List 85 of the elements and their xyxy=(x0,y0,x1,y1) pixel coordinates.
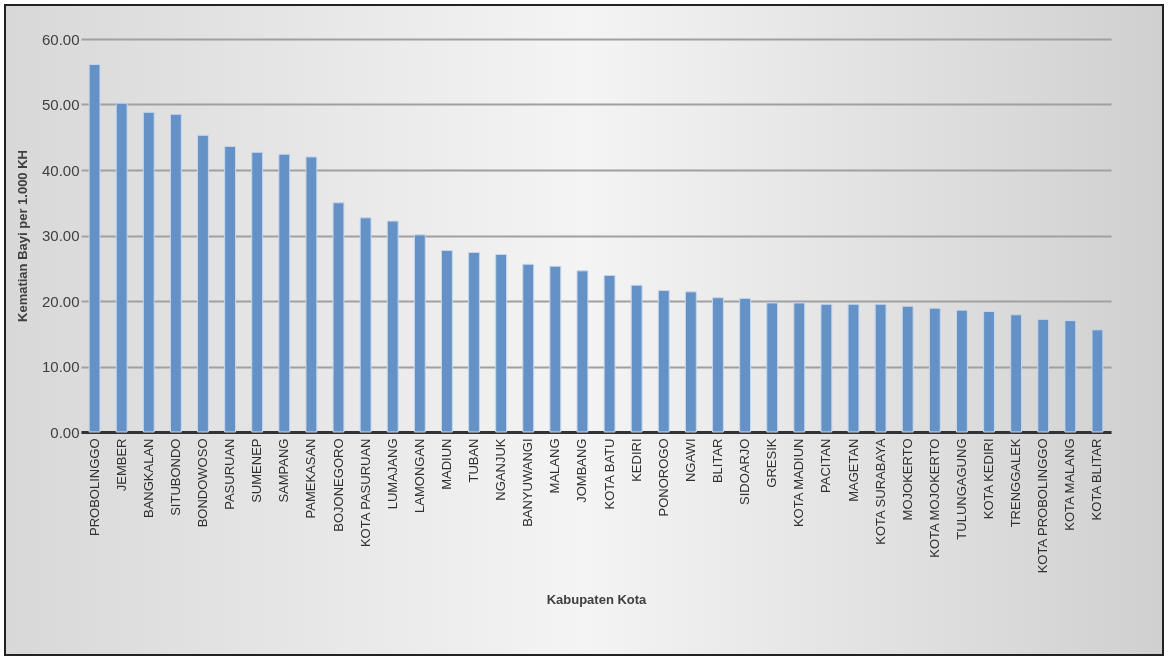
x-tick-label: SIDOARJO xyxy=(737,438,753,505)
bar xyxy=(847,303,860,433)
x-tick-label: TULUNGAGUNG xyxy=(953,438,969,540)
bar xyxy=(197,134,209,433)
x-tick-label: GRESIK xyxy=(764,438,780,488)
bar xyxy=(1037,318,1050,433)
bar xyxy=(657,290,670,433)
bar xyxy=(630,284,643,433)
bar xyxy=(413,234,426,433)
bar xyxy=(549,265,562,433)
x-tick-label: KOTA KEDIRI xyxy=(981,438,997,520)
y-tick-label: 0.00 xyxy=(50,423,80,441)
bar xyxy=(712,297,724,433)
x-tick-label: SAMPANG xyxy=(276,438,292,503)
x-tick-label: PROBOLINGGO xyxy=(86,438,102,537)
x-tick-label: PAMEKASAN xyxy=(303,438,319,519)
bar xyxy=(1010,314,1023,433)
bar xyxy=(142,111,155,433)
bar xyxy=(522,263,535,433)
x-tick-label: KEDIRI xyxy=(628,438,644,482)
bar xyxy=(820,303,833,433)
bar xyxy=(305,156,318,433)
bar xyxy=(495,254,508,433)
x-tick-label: KOTA BLITAR xyxy=(1089,438,1105,521)
bar xyxy=(441,250,453,433)
x-tick-label: LUMAJANG xyxy=(384,438,400,510)
x-tick-label: KOTA MADIUN xyxy=(791,438,807,528)
x-tick-label: MADIUN xyxy=(438,438,454,490)
y-tick-label: 30.00 xyxy=(41,227,80,244)
y-tick-label: 40.00 xyxy=(41,161,80,179)
bar xyxy=(603,274,616,433)
x-tick-label: BOJONEGORO xyxy=(330,438,346,532)
bar xyxy=(901,305,914,433)
x-tick-label: BANGKALAN xyxy=(140,438,156,518)
bar xyxy=(332,202,345,433)
x-tick-label: JEMBER xyxy=(113,438,129,492)
bar xyxy=(874,303,887,433)
x-tick-label: MOJOKERTO xyxy=(899,438,915,521)
bar xyxy=(983,310,995,433)
x-tick-label: PACITAN xyxy=(818,438,834,493)
bar xyxy=(278,153,291,433)
x-tick-label: MAGETAN xyxy=(845,438,861,502)
bar xyxy=(1064,320,1077,433)
bar xyxy=(766,302,779,433)
x-tick-label: KOTA MOJOKERTO xyxy=(926,438,942,558)
x-tick-label: KOTA PASURUAN xyxy=(357,438,373,548)
bar xyxy=(359,217,372,433)
x-tick-label: NGANJUK xyxy=(493,438,509,501)
bar xyxy=(793,302,806,433)
x-tick-label: JOMBANG xyxy=(574,438,590,503)
bar xyxy=(88,64,101,433)
x-tick-label: BLITAR xyxy=(709,438,725,484)
x-tick-label: BANYUWANGI xyxy=(520,438,536,527)
x-tick-label: KOTA BATU xyxy=(601,438,617,510)
x-tick-label: TRENGGALEK xyxy=(1008,438,1024,528)
bar xyxy=(576,270,589,433)
bar xyxy=(1091,329,1104,433)
bar xyxy=(115,102,128,433)
x-tick-label: BONDOWOSO xyxy=(194,438,210,528)
x-tick-label: PASURUAN xyxy=(222,438,238,510)
x-tick-label: KOTA MALANG xyxy=(1062,438,1078,531)
x-tick-label: MALANG xyxy=(547,438,563,494)
x-tick-label: PONOROGO xyxy=(655,438,671,517)
y-tick-label: 20.00 xyxy=(41,292,80,310)
bar xyxy=(468,252,480,433)
bar xyxy=(251,151,264,433)
x-tick-label: KOTA SURABAYA xyxy=(872,438,888,545)
y-tick-label: 60.00 xyxy=(41,30,80,48)
bar xyxy=(169,113,182,433)
x-tick-label: KOTA PROBOLINGGO xyxy=(1035,438,1051,574)
y-tick-label: 50.00 xyxy=(41,96,80,113)
bar xyxy=(386,220,399,433)
bar xyxy=(928,307,941,433)
x-tick-label: TUBAN xyxy=(466,438,482,483)
x-axis-title: Kabupaten Kota xyxy=(546,592,648,608)
bar xyxy=(684,291,697,433)
y-axis-title: Kematian Bayi per 1.000 KH xyxy=(14,150,30,322)
x-tick-label: NGAWI xyxy=(682,438,698,483)
bar xyxy=(739,297,751,433)
x-tick-label: SUMENEP xyxy=(249,438,265,503)
bar xyxy=(956,309,968,433)
bar xyxy=(224,145,236,433)
y-tick-label: 10.00 xyxy=(41,358,80,375)
x-tick-label: SITUBONDO xyxy=(167,438,183,516)
x-tick-label: LAMONGAN xyxy=(411,438,427,513)
